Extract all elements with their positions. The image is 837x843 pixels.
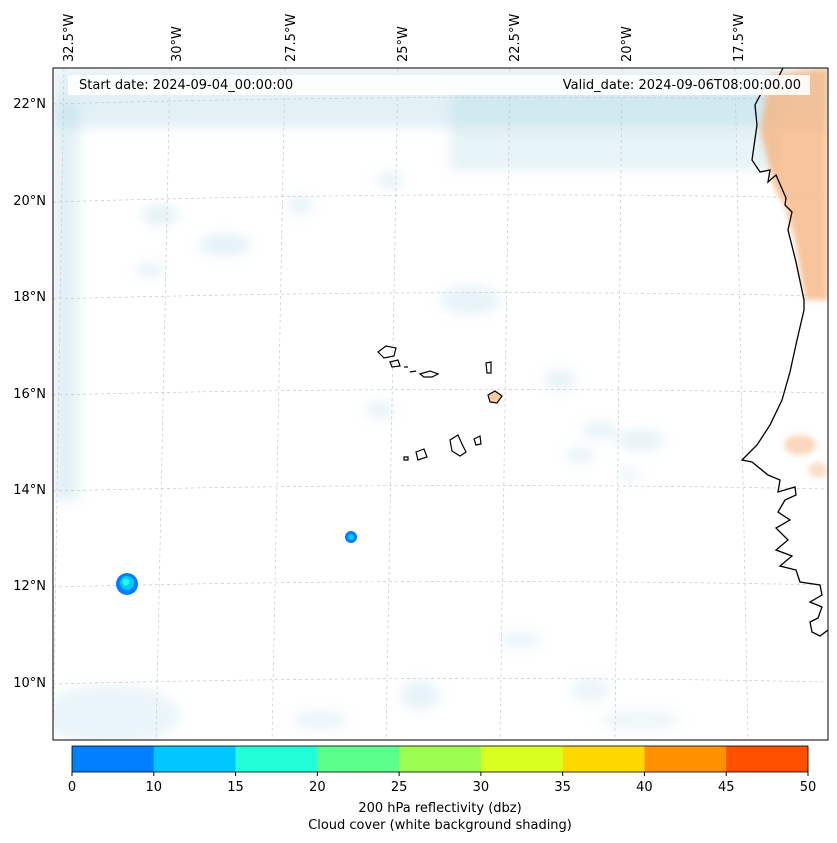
colorbar-frame — [71, 745, 809, 773]
lon-label: 20°W — [620, 26, 635, 62]
colorbar-swatch — [644, 746, 727, 772]
colorbar-swatch — [235, 746, 318, 772]
lat-label: 22°N — [13, 97, 46, 112]
island-maio — [473, 435, 482, 446]
lon-label: 32.5°W — [62, 13, 77, 62]
island-boa-vista — [487, 390, 503, 404]
island-santiago — [449, 434, 467, 457]
map-area — [53, 68, 828, 740]
valid-date-label: Valid_date: 2024-09-06T08:00:00.00 — [562, 78, 801, 93]
colorbar-swatch — [726, 746, 809, 772]
colorbar-swatch — [399, 746, 482, 772]
lat-label: 20°N — [13, 194, 46, 209]
colorbar-label-cloud-cover: Cloud cover (white background shading) — [308, 818, 572, 833]
island-fogo — [415, 448, 428, 461]
start-date-label: Start date: 2024-09-04_00:00:00 — [79, 78, 294, 93]
island-brava — [403, 456, 409, 461]
reflectivity-cell-central — [345, 531, 357, 543]
colorbar-label-reflectivity: 200 hPa reflectivity (dbz) — [358, 801, 522, 816]
lon-label: 25°W — [396, 26, 411, 62]
lon-label: 22.5°W — [508, 13, 523, 62]
lat-label: 10°N — [13, 676, 46, 691]
lat-label: 16°N — [13, 387, 46, 402]
cloud-cover-shading — [53, 68, 828, 740]
island-sao-nicolau-east — [418, 370, 440, 378]
island-sal — [485, 361, 492, 374]
colorbar-tick-label: 50 — [799, 780, 817, 795]
reflectivity-cell-west — [116, 573, 138, 595]
colorbar-tick-label: 0 — [67, 780, 77, 795]
colorbar — [71, 745, 809, 776]
info-strip-background — [68, 75, 810, 95]
lon-label: 27.5°W — [284, 13, 299, 62]
colorbar-tick-label: 45 — [717, 780, 735, 795]
colorbar-swatch — [317, 746, 400, 772]
colorbar-swatch — [562, 746, 645, 772]
lat-label: 18°N — [13, 290, 46, 305]
colorbar-tick-label: 35 — [554, 780, 571, 795]
colorbar-tick-label: 20 — [309, 780, 326, 795]
lon-label: 30°W — [170, 26, 185, 62]
island-santo-antao — [377, 345, 397, 359]
warm-shading — [760, 68, 828, 478]
colorbar-tick-label: 40 — [636, 780, 653, 795]
colorbar-tick-label: 25 — [390, 780, 408, 795]
lon-label: 17.5°W — [732, 13, 747, 62]
colorbar-tick-label: 30 — [472, 780, 490, 795]
lat-label: 12°N — [13, 579, 46, 594]
lat-label: 14°N — [13, 483, 46, 498]
graticule — [53, 68, 828, 740]
colorbar-swatch — [153, 746, 237, 772]
colorbar-swatch — [480, 746, 564, 772]
map-frame — [52, 67, 829, 741]
colorbar-swatch — [72, 746, 155, 772]
africa-coastline — [740, 68, 828, 637]
colorbar-tick-label: 10 — [145, 780, 163, 795]
colorbar-tick-label: 15 — [227, 780, 244, 795]
island-sao-nicolau — [409, 370, 417, 373]
island-sao-vicente — [389, 359, 401, 368]
cape-verde-islands — [377, 345, 503, 461]
